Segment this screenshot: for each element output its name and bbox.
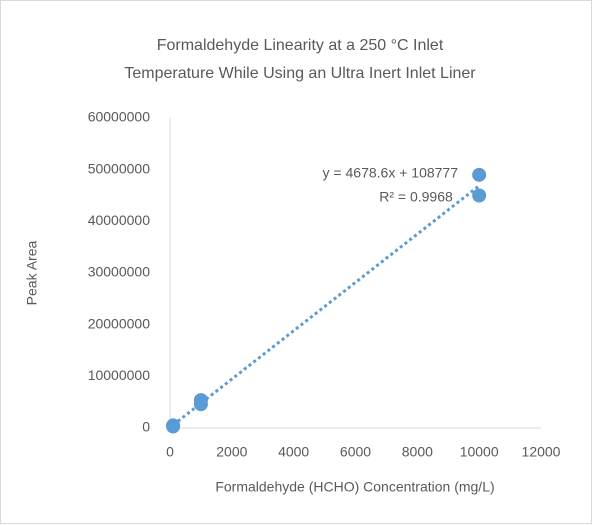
point — [166, 418, 181, 433]
trendline — [172, 184, 481, 427]
x-tick-label: 6000 — [340, 444, 371, 460]
x-tick-label: 0 — [166, 444, 174, 460]
chart-title: Formaldehyde Linearity at a 250 °C Inlet — [157, 37, 444, 54]
point — [193, 393, 208, 408]
trendline-equation: y = 4678.6x + 108777 — [323, 165, 459, 181]
x-axis-title: Formaldehyde (HCHO) Concentration (mg/L) — [215, 479, 494, 495]
y-tick-label: 20000000 — [88, 315, 151, 331]
y-axis-title: Peak Area — [24, 240, 40, 305]
x-tick-label: 2000 — [216, 444, 247, 460]
y-tick-label: 60000000 — [88, 109, 151, 125]
chart-title: Temperature While Using an Ultra Inert I… — [124, 65, 476, 82]
y-tick-label: 0 — [142, 419, 150, 435]
x-tick-label: 12000 — [522, 444, 561, 460]
y-tick-label: 40000000 — [88, 212, 151, 228]
y-tick-label: 10000000 — [88, 367, 151, 383]
x-tick-label: 4000 — [278, 444, 309, 460]
y-tick-label: 30000000 — [88, 264, 151, 280]
trendline-r2: R² = 0.9968 — [379, 189, 453, 205]
point — [472, 188, 487, 203]
y-tick-label: 50000000 — [88, 160, 151, 176]
point — [472, 167, 487, 182]
x-tick-label: 8000 — [402, 444, 433, 460]
x-tick-label: 10000 — [460, 444, 499, 460]
